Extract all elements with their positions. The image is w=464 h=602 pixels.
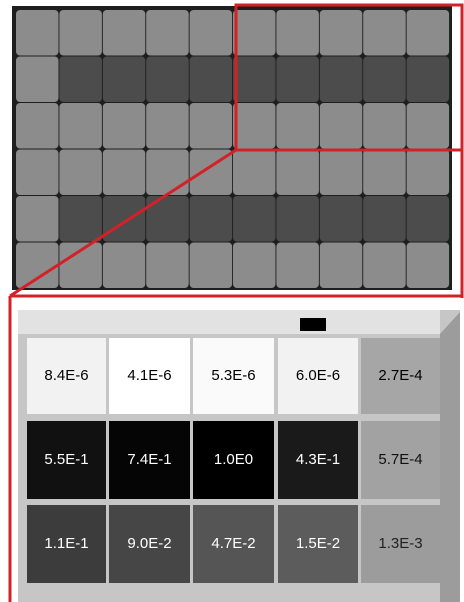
panel-cell — [407, 150, 450, 196]
panel-cell — [320, 196, 363, 242]
panel-cell — [407, 57, 450, 103]
panel-cell — [233, 243, 276, 289]
panel-cell — [276, 150, 319, 196]
panel-cell — [233, 57, 276, 103]
panel-cell — [103, 196, 146, 242]
panel-cell — [276, 103, 319, 149]
panel-cell — [16, 103, 59, 149]
top-strip — [18, 310, 440, 334]
cell-value: 5.7E-4 — [378, 451, 422, 468]
panel-cell — [407, 103, 450, 149]
panel-cell — [190, 103, 233, 149]
panel-cell — [103, 103, 146, 149]
cell-value: 8.4E-6 — [44, 367, 88, 384]
cell-value: 2.7E-4 — [378, 367, 422, 384]
panel-cell — [320, 57, 363, 103]
cell-value: 5.3E-6 — [211, 367, 255, 384]
panel-cell — [190, 57, 233, 103]
panel-cell — [103, 150, 146, 196]
panel-cell — [320, 10, 363, 56]
panel-cell — [146, 243, 189, 289]
panel-cell — [363, 57, 406, 103]
panel-cell — [320, 243, 363, 289]
cell-value: 4.7E-2 — [211, 535, 255, 552]
panel-cell — [16, 243, 59, 289]
panel-cell — [16, 57, 59, 103]
panel-cell — [16, 150, 59, 196]
panel-cell — [190, 10, 233, 56]
panel-cell — [146, 150, 189, 196]
panel-cell — [190, 196, 233, 242]
cell-value: 7.4E-1 — [127, 451, 171, 468]
panel-cell — [276, 10, 319, 56]
panel-cell — [363, 243, 406, 289]
panel-cell — [407, 196, 450, 242]
panel-cell — [59, 10, 102, 56]
panel-cell — [59, 103, 102, 149]
panel-cell — [103, 57, 146, 103]
panel-cell — [320, 150, 363, 196]
panel-cell — [190, 243, 233, 289]
panel-cell — [146, 103, 189, 149]
panel-cell — [16, 196, 59, 242]
panel-cell — [233, 150, 276, 196]
cell-value: 1.0E0 — [214, 451, 253, 468]
panel-cell — [103, 243, 146, 289]
panel-cell — [59, 57, 102, 103]
cell-value: 1.5E-2 — [296, 535, 340, 552]
panel-cell — [59, 150, 102, 196]
panel-cell — [146, 57, 189, 103]
panel-cell — [233, 10, 276, 56]
panel-cell — [59, 196, 102, 242]
panel-cell — [103, 10, 146, 56]
panel-cell — [233, 196, 276, 242]
panel-cell — [233, 103, 276, 149]
cell-value: 1.1E-1 — [44, 535, 88, 552]
panel-cell — [146, 10, 189, 56]
value-grid: 8.4E-6 4.1E-6 5.3E-6 6.0E-6 2.7E-4 5.5E-1 7.4E… — [27, 338, 440, 583]
panel-cell — [16, 10, 59, 56]
cell-value: 4.3E-1 — [296, 451, 340, 468]
cell-value: 1.3E-3 — [378, 535, 422, 552]
panel-cell — [276, 57, 319, 103]
panel-cell — [363, 10, 406, 56]
cell-value: 9.0E-2 — [127, 535, 171, 552]
side-bevel — [440, 312, 460, 602]
marker — [300, 318, 326, 331]
panel-cell — [363, 150, 406, 196]
panel-cell — [320, 103, 363, 149]
cell-value: 6.0E-6 — [296, 367, 340, 384]
cell-value: 5.5E-1 — [44, 451, 88, 468]
figure: 8.4E-6 4.1E-6 5.3E-6 6.0E-6 2.7E-4 5.5E-1 7.4E… — [0, 0, 464, 602]
panel-cell — [276, 196, 319, 242]
panel-cell — [363, 103, 406, 149]
panel-cell — [407, 243, 450, 289]
panel-cell — [363, 196, 406, 242]
panel-cell — [407, 10, 450, 56]
panel-cell — [276, 243, 319, 289]
cell-value: 4.1E-6 — [127, 367, 171, 384]
